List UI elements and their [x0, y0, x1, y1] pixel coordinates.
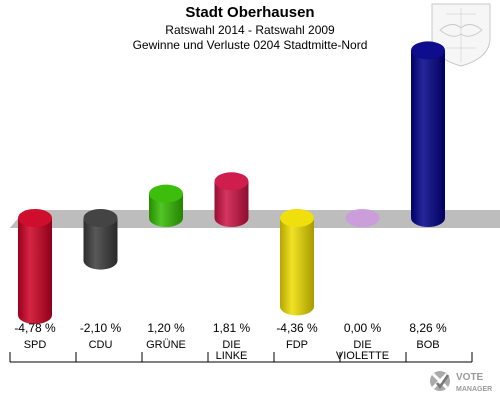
bar-bob [411, 41, 445, 227]
bar-body [280, 218, 314, 316]
chart-subtitle: Ratswahl 2014 - Ratswahl 2009 [165, 23, 335, 37]
bar-body [214, 181, 249, 228]
category-label: SPD [24, 339, 47, 351]
bar-body [83, 218, 118, 270]
bar-spd [18, 209, 52, 324]
logo-vote-text: VOTE [456, 372, 484, 383]
bar-cap [411, 41, 445, 60]
category-label: FDP [286, 339, 308, 351]
bar-grüne [149, 184, 183, 227]
chart-subtitle-2: Gewinne und Verluste 0204 Stadtmitte-Nor… [132, 38, 368, 52]
bar-die-violette [345, 209, 380, 227]
bar-cap [280, 209, 314, 227]
chart-title: Stadt Oberhausen [185, 4, 315, 21]
bar-fdp [280, 209, 314, 316]
bar-cap [18, 209, 52, 227]
bar-body [149, 193, 183, 227]
value-label: -4,78 % [14, 321, 56, 335]
value-label: -4,36 % [276, 321, 318, 335]
bar-cap [345, 209, 380, 227]
category-label: CDU [89, 339, 113, 351]
coat-of-arms-icon [431, 3, 491, 67]
bar-body [411, 50, 445, 227]
bar-die-linke [214, 172, 249, 228]
value-label: 1,81 % [213, 321, 251, 335]
category-label: BOB [416, 339, 439, 351]
value-label: -2,10 % [80, 321, 122, 335]
category-label: DIE LINKE [216, 339, 248, 362]
bar-cap [149, 184, 183, 203]
category-label: DIE VIOLETTE [336, 339, 389, 362]
bar-cap [214, 172, 249, 191]
value-label: 1,20 % [147, 321, 185, 335]
bar-body [18, 218, 52, 324]
bar-cap [83, 209, 118, 227]
value-label: 8,26 % [409, 321, 447, 335]
bar-cdu [83, 209, 118, 270]
value-label: 0,00 % [344, 321, 382, 335]
category-label: GRÜNE [146, 339, 186, 351]
logo-manager-text: MANAGER [456, 386, 492, 393]
vote-manager-logo: VOTE MANAGER [430, 371, 492, 393]
